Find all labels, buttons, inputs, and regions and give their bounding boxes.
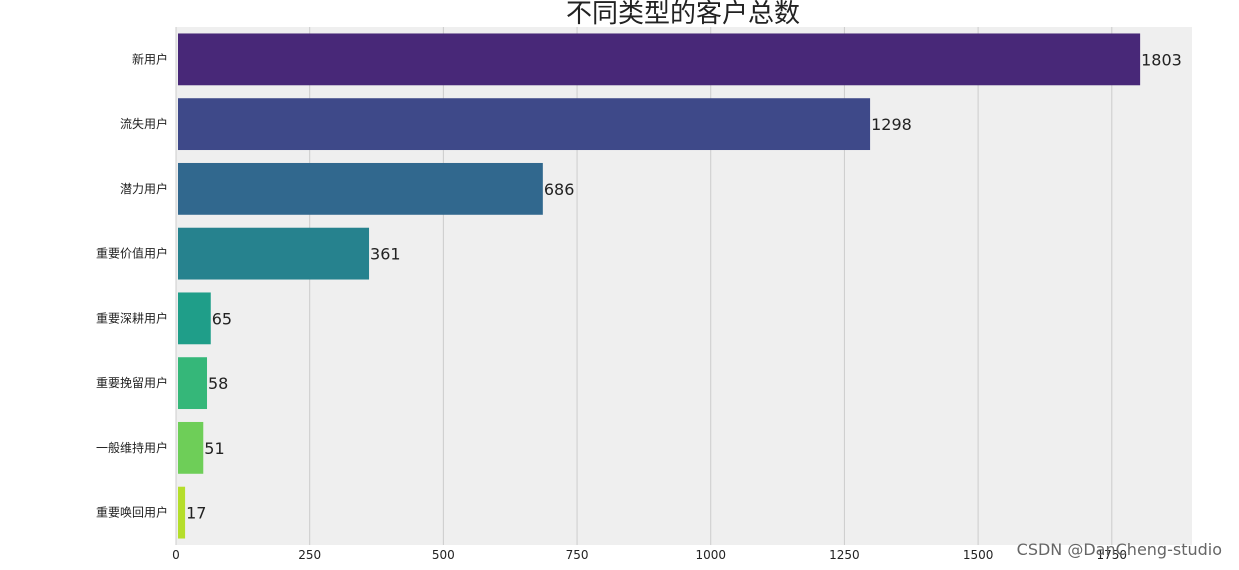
value-label: 686 — [544, 180, 575, 199]
bar — [178, 162, 543, 215]
x-tick-label: 750 — [566, 548, 589, 562]
value-label: 17 — [186, 504, 206, 523]
x-tick-label: 0 — [172, 548, 180, 562]
category-label: 流失用户 — [120, 116, 168, 131]
x-tick-label: 250 — [298, 548, 321, 562]
category-label: 重要唤回用户 — [96, 505, 168, 520]
bars — [178, 33, 1141, 539]
bar — [178, 486, 186, 539]
value-label: 361 — [370, 245, 401, 264]
bar — [178, 98, 871, 151]
value-label: 65 — [212, 309, 232, 328]
bar — [178, 33, 1141, 86]
x-tick-label: 1750 — [1097, 548, 1128, 562]
category-label: 新用户 — [132, 51, 168, 66]
bar — [178, 421, 204, 474]
value-label: 58 — [208, 374, 228, 393]
bar — [178, 357, 208, 410]
bar — [178, 292, 211, 345]
value-label: 51 — [204, 439, 224, 458]
category-label: 潜力用户 — [120, 181, 168, 196]
x-tick-label: 1000 — [695, 548, 726, 562]
category-label: 重要价值用户 — [96, 246, 168, 261]
labels: 0 250 500 750 1000 1250 1500 1750 新用户 1803 流失用户 129… — [96, 50, 1182, 562]
value-label: 1803 — [1141, 50, 1182, 69]
category-label: 重要深耕用户 — [96, 310, 168, 325]
watermark: CSDN @DanCheng-studio — [1017, 540, 1222, 559]
category-label: 一般维持用户 — [96, 440, 168, 455]
category-label: 重要挽留用户 — [96, 375, 168, 390]
x-tick-label: 500 — [432, 548, 455, 562]
x-tick-label: 1500 — [963, 548, 994, 562]
x-tick-label: 1250 — [829, 548, 860, 562]
value-label: 1298 — [871, 115, 912, 134]
bar — [178, 227, 370, 280]
chart-title: 不同类型的客户总数 — [566, 0, 800, 29]
